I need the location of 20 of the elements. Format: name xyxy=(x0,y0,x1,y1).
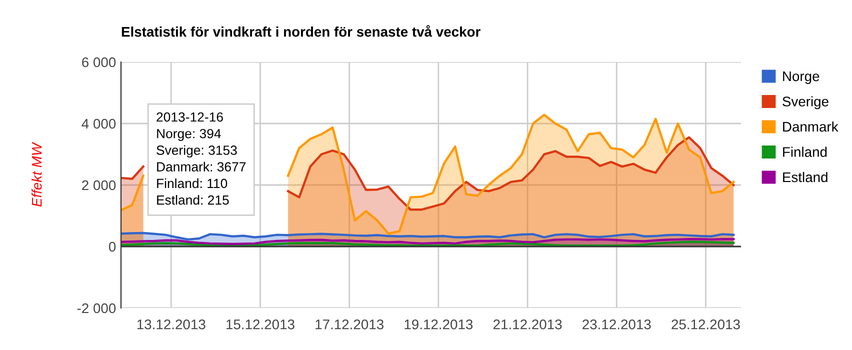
x-tick-label: 17.12.2013 xyxy=(316,319,384,330)
legend-label: Estland xyxy=(783,172,828,182)
legend-label: Danmark xyxy=(783,121,838,132)
y-tick-label: 4 000 xyxy=(82,118,116,129)
legend-label: Finland xyxy=(783,146,827,157)
legend-label: Sverige xyxy=(782,96,828,110)
y-axis-title: Effekt MW xyxy=(32,142,42,207)
x-tick-label: 19.12.2013 xyxy=(404,319,473,330)
x-tick-label: 23.12.2013 xyxy=(582,319,651,330)
x-tick-label: 13.12.2013 xyxy=(137,319,206,330)
y-tick-label: 0 xyxy=(108,242,116,252)
y-tick-label: 6 000 xyxy=(82,57,116,68)
annotation: 2013-12-16 Norge: 394 Sverige: 3153 Danmark: 3677 Finland: 110 Estland: 215 xyxy=(156,112,246,205)
y-tick-label: -2 000 xyxy=(77,303,116,314)
legend-label: Norge xyxy=(783,72,820,84)
x-tick-label: 21.12.2013 xyxy=(493,319,562,330)
x-tick-label: 25.12.2013 xyxy=(672,319,740,330)
chart-title: Elstatistik för vindkraft i norden för senaste två veckor xyxy=(122,25,480,37)
y-tick-label: 2 000 xyxy=(82,180,116,190)
x-tick-label: 15.12.2013 xyxy=(226,319,294,330)
